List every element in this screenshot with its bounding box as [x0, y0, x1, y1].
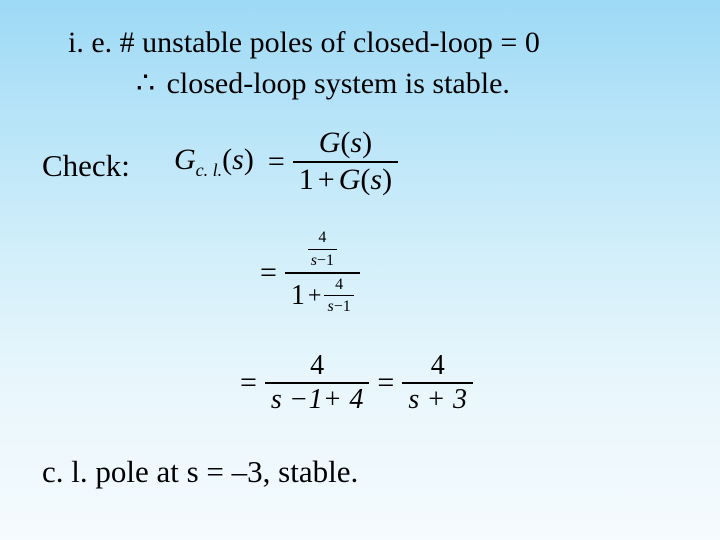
equation-2: = 4 s−1 1 + 4 s−1: [260, 230, 360, 316]
eq1-den-one: 1: [299, 163, 314, 196]
eq2-sf-num: 4: [315, 230, 329, 249]
eq2-sf2-num: 4: [332, 277, 346, 296]
eq1-num-arg: s: [350, 126, 362, 159]
eq1-lhs-arg: s: [232, 143, 244, 176]
therefore-symbol: ∴: [136, 66, 155, 101]
eq1-den-plus: +: [318, 163, 335, 196]
equation-3: = 4 s −1+ 4 = 4 s + 3: [232, 350, 473, 416]
eq3-frac-1: 4 s −1+ 4: [265, 350, 370, 416]
eq2-den-one: 1: [291, 280, 305, 312]
eq2-num-smallfrac: 4 s−1: [308, 230, 337, 270]
eq2-sf2-den-one: 1: [343, 299, 351, 316]
statement-line-2-text: closed-loop system is stable.: [167, 67, 510, 100]
eq2-sf2-den-minus: −: [334, 299, 343, 316]
eq2-sf-den-one: 1: [326, 253, 334, 270]
equation-1: Gc. l.(s) = G(s) 1+G(s): [174, 126, 398, 197]
eq1-lhs-subscript: c. l.: [196, 160, 223, 180]
eq1-fraction: G(s) 1+G(s): [293, 126, 398, 197]
eq2-den-smallfrac: 4 s−1: [324, 277, 353, 317]
eq1-lhs-G: G: [174, 143, 196, 176]
eq1-den-G: G: [339, 163, 361, 196]
eq2-den-plus: +: [308, 283, 322, 311]
eq2-sf-den-minus: −: [317, 253, 326, 270]
conclusion-line: c. l. pole at s = –3, stable.: [42, 454, 358, 490]
eq3-f2-num: 4: [425, 350, 451, 382]
eq2-outer-fraction: 4 s−1 1 + 4 s−1: [285, 230, 360, 316]
eq3-f1-num: 4: [304, 350, 330, 382]
eq3-frac-2: 4 s + 3: [402, 350, 473, 416]
statement-line-1: i. e. # unstable poles of closed-loop = …: [68, 26, 540, 60]
statement-line-2: ∴ closed-loop system is stable.: [136, 66, 510, 101]
eq1-den-arg: s: [370, 163, 382, 196]
eq1-num-G: G: [319, 126, 341, 159]
check-label: Check:: [42, 148, 130, 184]
